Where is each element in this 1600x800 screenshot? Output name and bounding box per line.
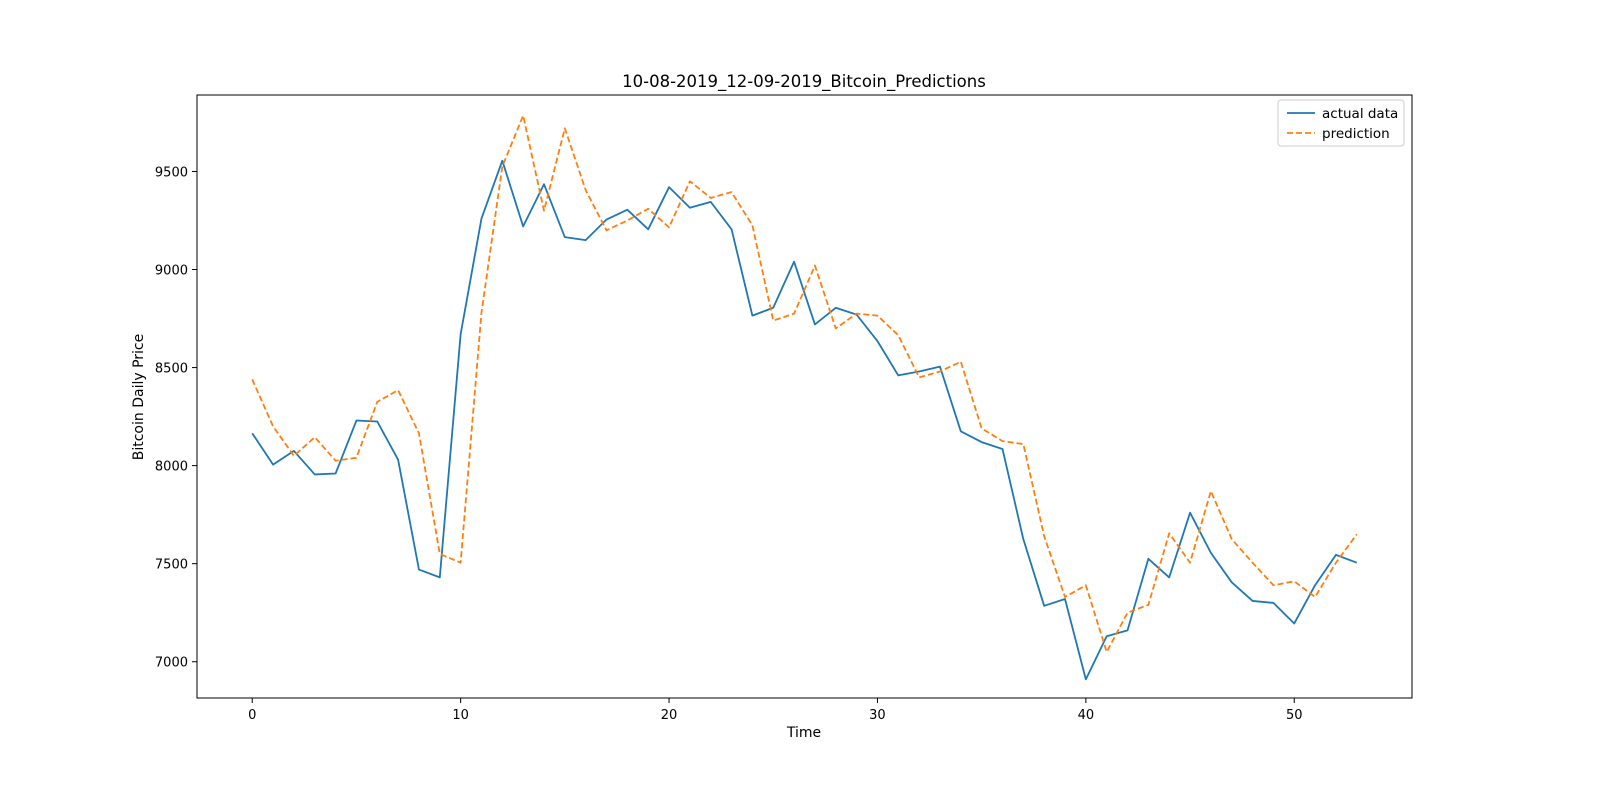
y-tick-label: 7500: [155, 558, 188, 573]
plot-area: [196, 94, 1413, 699]
x-axis-label: Time: [786, 725, 821, 741]
x-tick-label: 0: [248, 708, 256, 723]
y-axis-label: Bitcoin Daily Price: [131, 334, 147, 461]
series-layer: [251, 114, 1358, 681]
y-tick-label: 9000: [155, 264, 188, 279]
plot-background: [197, 95, 1412, 698]
plot-frame: [196, 94, 1413, 699]
series-line-actual-data: [251, 159, 1358, 681]
y-tick-label: 7000: [155, 656, 188, 671]
x-tick-label: 30: [869, 708, 886, 723]
legend-box: [1277, 99, 1405, 147]
chart-title: 10-08-2019_12-09-2019_Bitcoin_Prediction…: [622, 72, 986, 92]
y-tick-label: 9500: [155, 165, 188, 180]
y-tick-label: 8000: [155, 460, 188, 475]
y-tick-label: 8500: [155, 362, 188, 377]
x-tick-label: 50: [1286, 708, 1303, 723]
x-tick-label: 40: [1078, 708, 1095, 723]
x-axis: 0 10 20 30 40 50: [248, 698, 1303, 723]
series-line-prediction: [251, 114, 1358, 653]
x-tick-label: 20: [661, 708, 678, 723]
y-axis: 7000 7500 8000 8500 9000 9500: [155, 165, 197, 671]
legend-label-actual-data: actual data: [1322, 106, 1398, 122]
x-tick-label: 10: [452, 708, 469, 723]
legend: actual data prediction: [1277, 99, 1405, 147]
legend-label-prediction: prediction: [1322, 126, 1390, 142]
